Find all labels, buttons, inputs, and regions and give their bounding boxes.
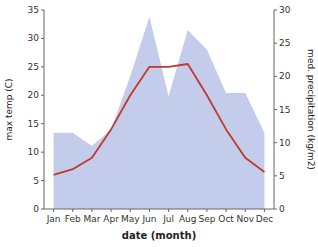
x-tick [91, 209, 92, 212]
x-tick-label: Nov [236, 214, 254, 224]
y2-tick-label: 10 [279, 138, 291, 148]
x-tick-label: Oct [218, 214, 234, 224]
y2-tick-label: 20 [279, 71, 291, 81]
y2-axis-label: med. precipitation (kg/m2) [306, 49, 316, 170]
y-tick [41, 152, 44, 153]
y-tick-label: 25 [28, 62, 39, 72]
y-tick-label: 35 [28, 5, 39, 15]
x-tick [130, 209, 131, 212]
x-tick [111, 209, 112, 212]
x-tick-label: Apr [103, 214, 119, 224]
x-tick-label: Mar [83, 214, 100, 224]
y2-tick-label: 0 [279, 204, 285, 214]
x-tick [226, 209, 227, 212]
y-tick-label: 30 [28, 33, 40, 43]
x-tick [264, 209, 265, 212]
x-axis-label: date (month) [122, 230, 196, 241]
x-tick-label: Jun [141, 214, 156, 224]
y2-tick-label: 25 [279, 38, 290, 48]
x-tick [53, 209, 54, 212]
y-axis-label: max temp (C) [4, 78, 14, 140]
x-tick [72, 209, 73, 212]
x-tick [168, 209, 169, 212]
y-axis [44, 10, 45, 209]
chart: Jan FebMarAprMayJun Jul AugSepOctNovDec 0 5 10… [0, 0, 318, 247]
x-tick [206, 209, 207, 212]
y2-tick-label: 30 [279, 5, 291, 15]
x-axis [44, 209, 274, 210]
y-tick [41, 95, 44, 96]
x-tick-label: Dec [256, 214, 273, 224]
x-tick-label: May [121, 214, 140, 224]
precip-area [54, 17, 265, 209]
y-tick [41, 209, 44, 210]
y2-tick-label: 5 [279, 171, 285, 181]
y-tick [41, 38, 44, 39]
y2-tick [274, 109, 277, 110]
y-tick-label: 20 [28, 90, 40, 100]
y2-tick [274, 175, 277, 176]
x-tick [149, 209, 150, 212]
x-tick-label: Jul [162, 214, 174, 224]
y-tick-label: 15 [28, 119, 39, 129]
y2-tick [274, 10, 277, 11]
y2-tick [274, 43, 277, 44]
x-tick-label: Aug [179, 214, 197, 224]
x-tick [245, 209, 246, 212]
y-tick [41, 180, 44, 181]
y-tick [41, 66, 44, 67]
y-tick-label: 10 [28, 147, 40, 157]
y2-tick [274, 76, 277, 77]
x-tick [187, 209, 188, 212]
y2-tick-label: 15 [279, 105, 290, 115]
y2-tick [274, 209, 277, 210]
x-tick-label: Jan [46, 214, 61, 224]
y-tick [41, 123, 44, 124]
plot-area [54, 17, 265, 209]
x-tick-label: Sep [198, 214, 215, 224]
y-tick [41, 10, 44, 11]
temp-line [54, 64, 265, 175]
x-tick-label: Feb [65, 214, 81, 224]
y2-tick [274, 142, 277, 143]
y-tick-label: 0 [33, 204, 39, 214]
y-tick-label: 5 [33, 176, 39, 186]
